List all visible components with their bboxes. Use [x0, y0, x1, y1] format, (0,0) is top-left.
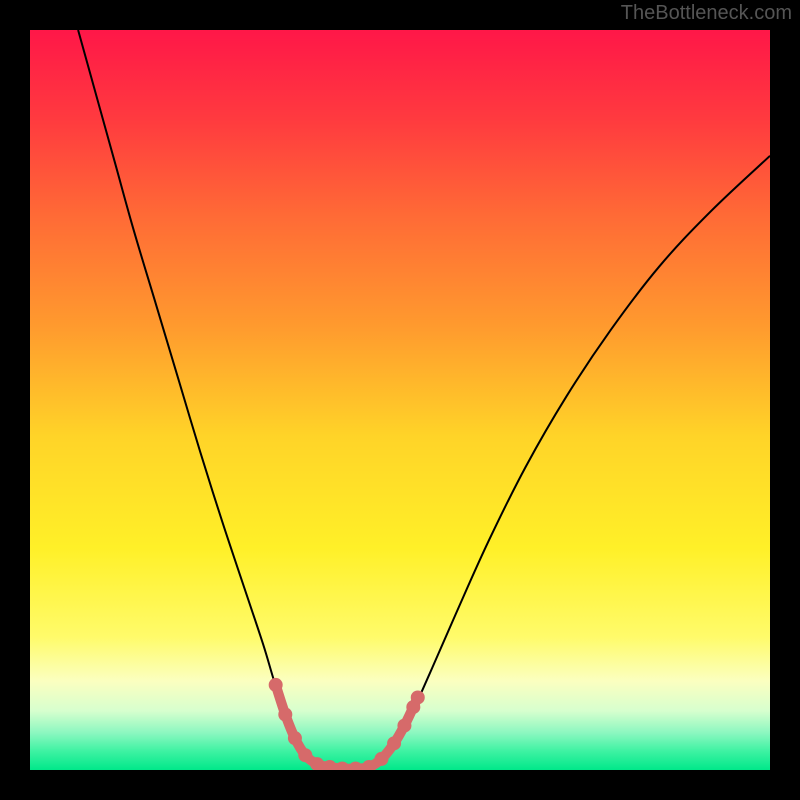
bottleneck-curve: [78, 30, 770, 769]
plot-area: [30, 30, 770, 770]
marker-dot: [375, 752, 389, 766]
watermark-text: TheBottleneck.com: [621, 2, 792, 25]
marker-dot: [335, 762, 349, 770]
marker-dot: [269, 678, 283, 692]
curve-layer: [30, 30, 770, 770]
marker-segment-stroke: [276, 685, 418, 769]
marker-dot: [298, 748, 312, 762]
marker-dot: [278, 708, 292, 722]
marker-dot: [387, 736, 401, 750]
marker-dot: [349, 762, 363, 770]
marker-dot: [288, 731, 302, 745]
marker-dot: [397, 719, 411, 733]
marker-dot: [411, 690, 425, 704]
